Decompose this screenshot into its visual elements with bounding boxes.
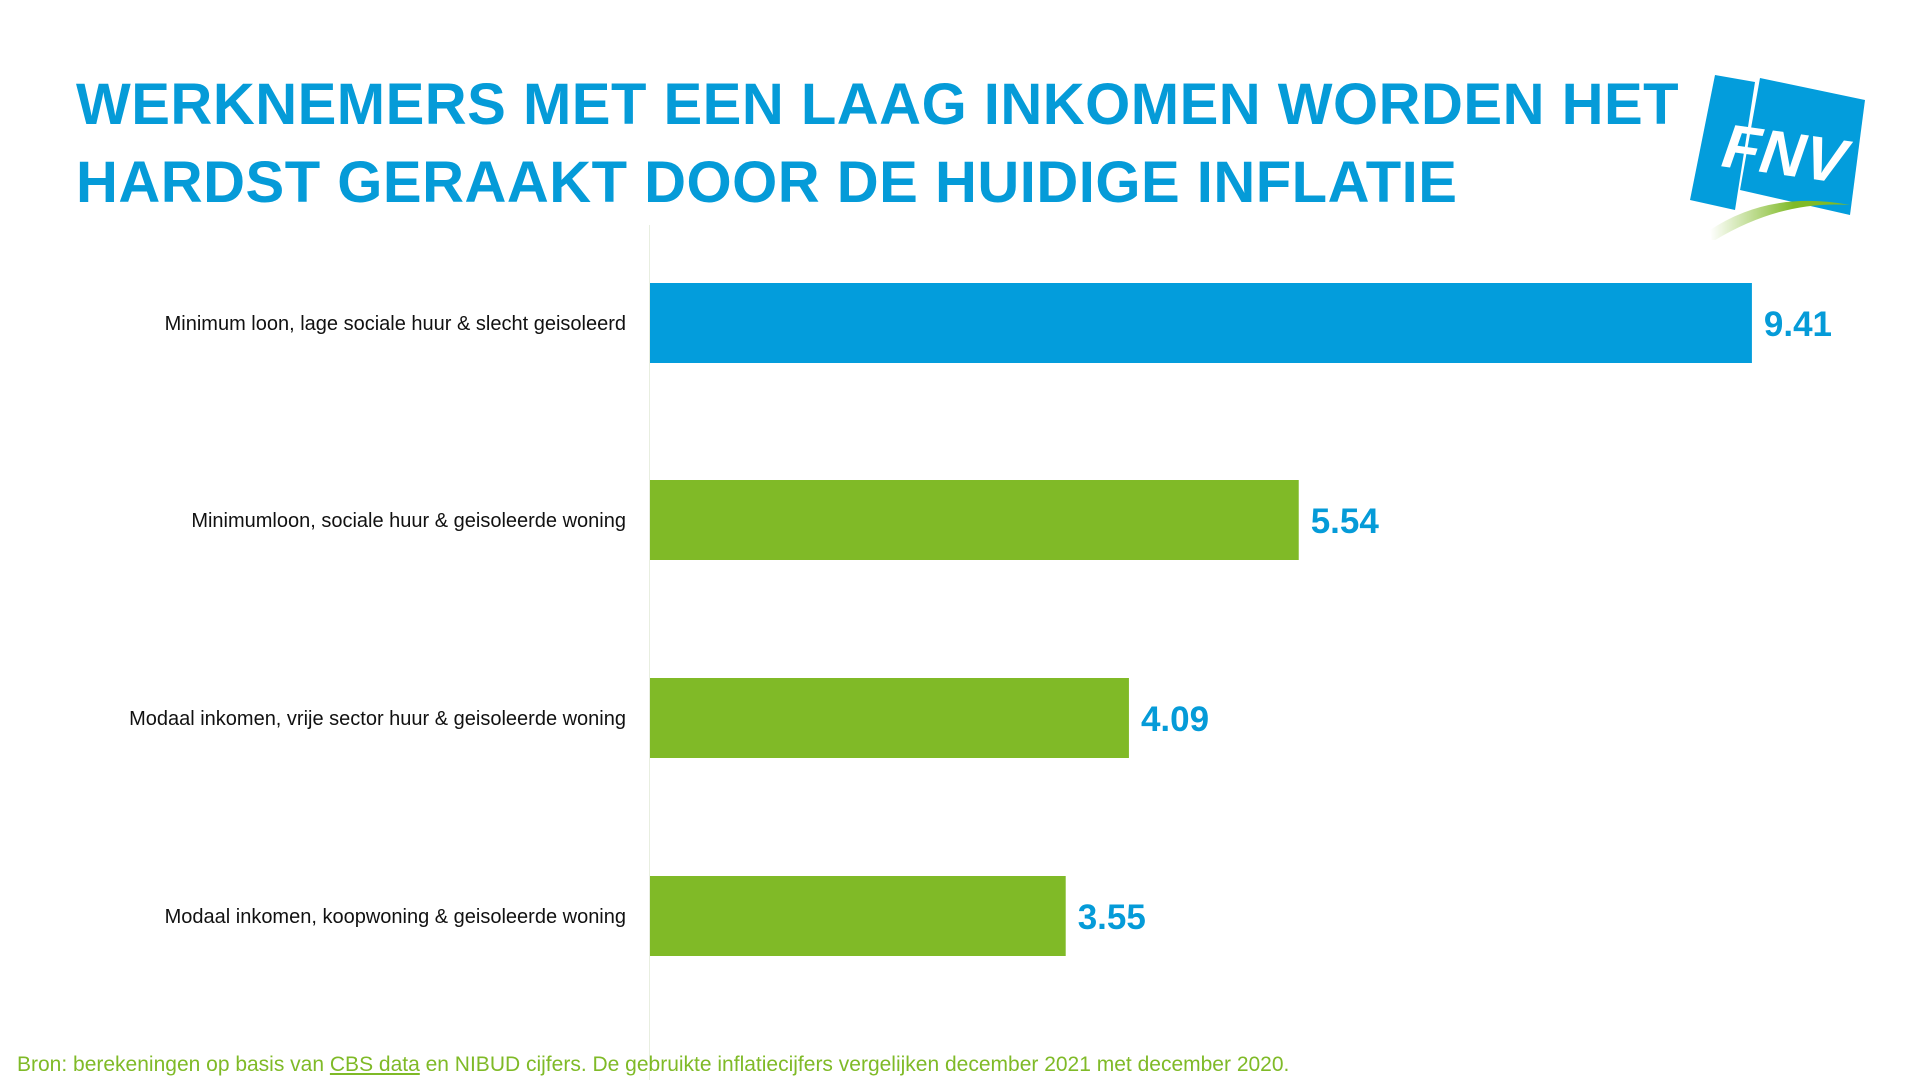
- data-label: 9.41: [1764, 305, 1832, 344]
- y-axis-line: [649, 225, 650, 1080]
- cbs-data-link[interactable]: CBS data: [329, 1053, 420, 1076]
- bar-4: [650, 876, 1066, 956]
- data-label: 3.55: [1078, 898, 1146, 937]
- data-label: 4.09: [1141, 700, 1209, 739]
- bar-2: [650, 480, 1299, 560]
- source-prefix: Bron: berekeningen op basis van: [17, 1053, 330, 1076]
- source-suffix: en NIBUD cijfers. De gebruikte inflatiec…: [419, 1053, 1290, 1076]
- category-label: Minimum loon, lage sociale huur & slecht…: [165, 313, 626, 335]
- title-line-2: HARDST GERAAKT DOOR DE HUIDIGE INFLATIE: [76, 150, 1458, 215]
- category-label: Modaal inkomen, koopwoning & geisoleerde…: [165, 906, 626, 928]
- data-label: 5.54: [1311, 502, 1380, 541]
- fnv-logo: FNV: [1690, 75, 1865, 240]
- category-label: Modaal inkomen, vrije sector huur & geis…: [129, 708, 626, 730]
- bar-3: [650, 678, 1129, 758]
- bar-1: [650, 283, 1752, 363]
- page-title: WERKNEMERS MET EEN LAAG INKOMEN WORDEN H…: [76, 66, 1679, 222]
- category-label: Minimumloon, sociale huur & geisoleerde …: [191, 510, 626, 532]
- source-note: Bron: berekeningen op basis van CBS data…: [17, 1053, 1289, 1077]
- title-line-1: WERKNEMERS MET EEN LAAG INKOMEN WORDEN H…: [76, 72, 1680, 137]
